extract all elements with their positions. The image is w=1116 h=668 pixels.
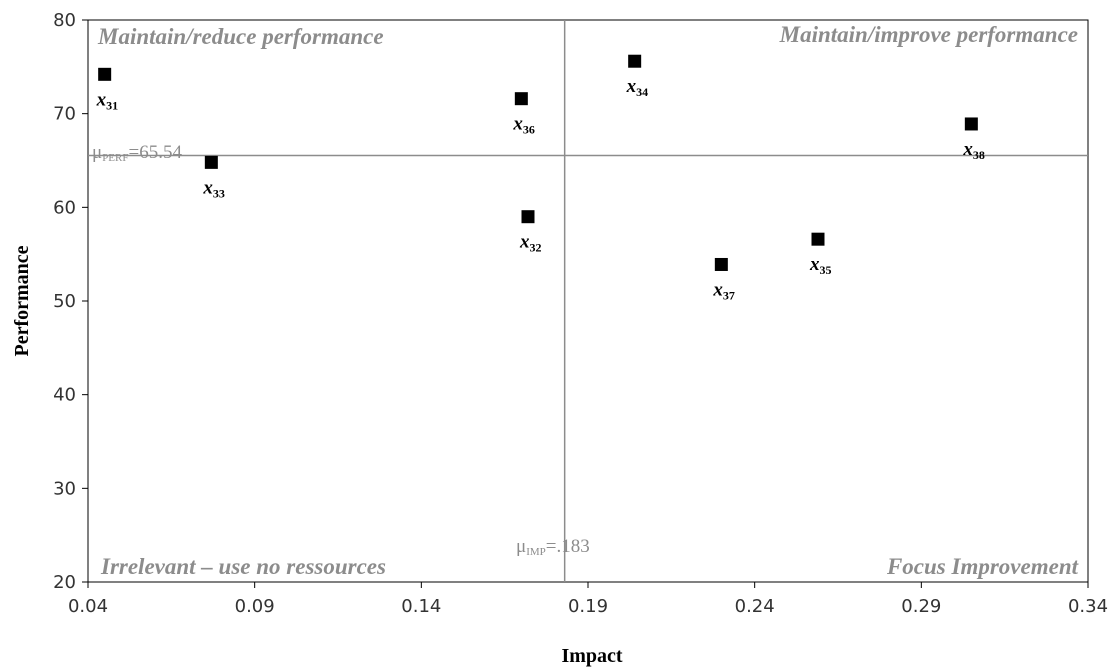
quadrant-top-left-label: Maintain/reduce performance [97, 24, 384, 49]
y-tick-label: 20 [53, 572, 76, 593]
quadrant-bottom-right-label: Focus Improvement [886, 554, 1079, 579]
data-point-marker [521, 210, 535, 224]
data-point-marker [514, 92, 528, 106]
data-point-marker [204, 155, 218, 169]
quadrant-top-right-label: Maintain/improve performance [779, 22, 1078, 47]
x-tick-label: 0.29 [901, 596, 941, 617]
data-point-label: x36 [512, 114, 535, 137]
data-point-label: x33 [202, 177, 225, 200]
y-tick-label: 80 [53, 10, 76, 31]
x-axis-title: Impact [561, 645, 622, 667]
data-point-label: x35 [809, 254, 832, 277]
data-points: x31 x32 x33 x34 x35 x36 x37 x38 [96, 54, 985, 302]
y-tick-label: 40 [53, 385, 76, 406]
x-tick-label: 0.34 [1068, 596, 1108, 617]
data-point-marker [628, 54, 642, 68]
data-point-label: x38 [962, 139, 985, 162]
y-axis-title: Performance [11, 245, 33, 356]
y-tick-label: 50 [53, 291, 76, 312]
data-point-marker [98, 67, 112, 81]
x-tick-label: 0.19 [568, 596, 608, 617]
x-tick-label: 0.24 [735, 596, 775, 617]
data-point-label: x37 [712, 279, 735, 302]
quadrant-bottom-left-label: Irrelevant – use no ressources [100, 554, 386, 579]
x-tick-label: 0.14 [401, 596, 441, 617]
data-point-marker [811, 232, 825, 246]
mean-impact-label: μIMP=.183 [516, 536, 590, 558]
x-tick-label: 0.09 [235, 596, 275, 617]
y-tick-label: 70 [53, 104, 76, 125]
axis-ticks: 0.04 0.09 0.14 0.19 0.24 0.29 0.34 20 30 40 50 60 70… [53, 10, 1108, 617]
data-point-marker [714, 257, 728, 271]
data-point-label: x34 [626, 76, 649, 99]
data-point-marker [964, 117, 978, 131]
plot-area [87, 19, 1089, 583]
mean-performance-label: μPERF=65.54 [92, 142, 182, 164]
x-tick-label: 0.04 [68, 596, 108, 617]
data-point-label: x31 [96, 89, 119, 112]
y-tick-label: 60 [53, 197, 76, 218]
y-tick-label: 30 [53, 478, 76, 499]
data-point-label: x32 [519, 232, 542, 255]
